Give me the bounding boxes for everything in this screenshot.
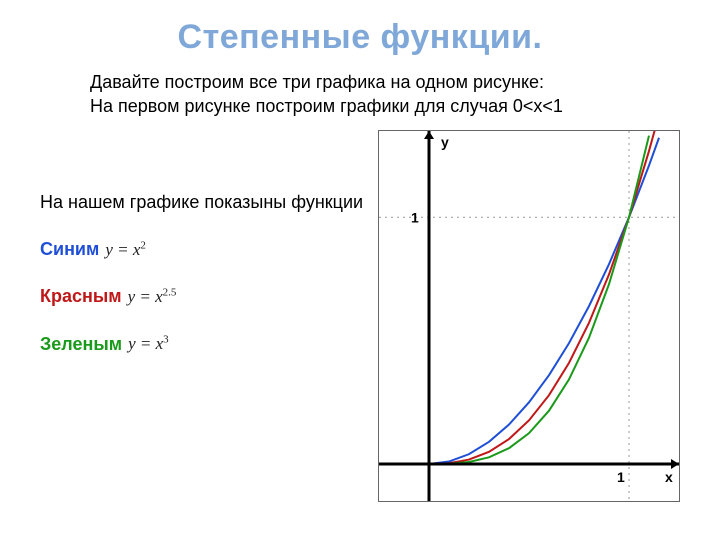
intro-line-1: Давайте построим все три графика на одно… xyxy=(90,70,563,94)
legend: На нашем графике показыны функции Синим … xyxy=(40,190,363,379)
legend-green-label: Зеленым xyxy=(40,332,122,357)
svg-text:y: y xyxy=(441,134,449,150)
svg-text:x: x xyxy=(665,469,673,485)
page-title: Степенные функции. xyxy=(0,18,720,57)
legend-blue-label: Синим xyxy=(40,237,99,262)
legend-blue-formula: y = x2 xyxy=(105,238,146,262)
legend-red-formula: y = x2.5 xyxy=(128,285,177,309)
chart-svg: y x 1 1 xyxy=(379,131,679,501)
legend-heading: На нашем графике показыны функции xyxy=(40,190,363,215)
svg-text:1: 1 xyxy=(411,209,419,225)
legend-green-formula: y = x3 xyxy=(128,332,169,356)
power-functions-chart: y x 1 1 xyxy=(378,130,680,502)
svg-text:1: 1 xyxy=(617,469,625,485)
legend-red-label: Красным xyxy=(40,284,122,309)
slide: Степенные функции. Давайте построим все … xyxy=(0,0,720,540)
intro-line-2: На первом рисунке построим графики для с… xyxy=(90,94,563,118)
intro-text: Давайте построим все три графика на одно… xyxy=(90,70,563,119)
